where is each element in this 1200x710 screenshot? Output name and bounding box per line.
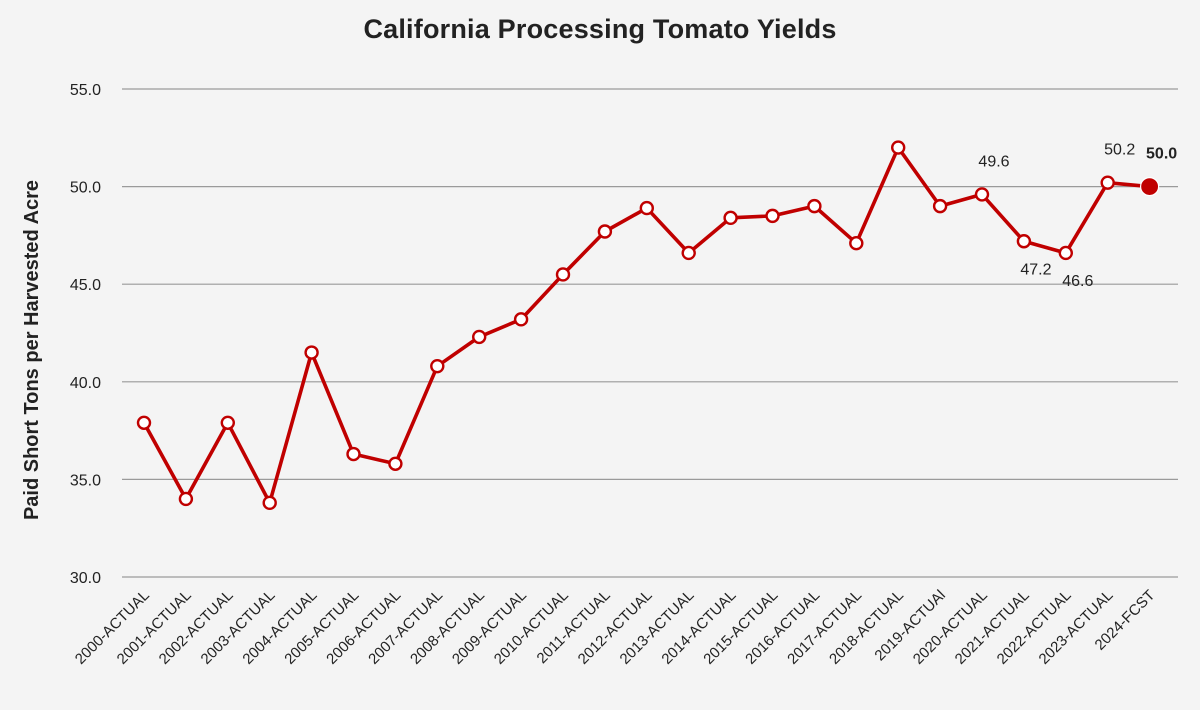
data-point xyxy=(807,198,822,214)
data-point xyxy=(1058,245,1074,261)
x-tick-label: 2007-ACTUAL xyxy=(365,587,446,668)
data-point xyxy=(597,224,613,239)
data-point xyxy=(262,495,277,511)
y-tick-labels: 30.0 35.0 40.0 45.0 50.0 55.0 xyxy=(70,82,101,587)
x-tick-label: 2022-ACTUAL xyxy=(994,587,1075,668)
x-tick-label: 2010-ACTUAL xyxy=(491,587,572,668)
data-labels: 49.6 47.2 46.6 50.2 50.0 xyxy=(978,142,1177,290)
x-tick-label: 2018-ACTUAL xyxy=(826,587,907,668)
data-point xyxy=(891,140,906,155)
x-tick-label: 2020-ACTUAL xyxy=(910,587,991,668)
y-tick-label: 55.0 xyxy=(70,82,101,99)
x-tick-label: 2008-ACTUAL xyxy=(407,587,488,668)
x-tick-label: 2015-ACTUAL xyxy=(700,587,781,668)
data-label: 50.0 xyxy=(1146,146,1177,163)
y-tick-label: 40.0 xyxy=(70,375,101,392)
x-tick-label: 2011-ACTUAL xyxy=(534,587,614,667)
x-tick-label: 2014-ACTUAL xyxy=(658,587,739,668)
data-label: 50.2 xyxy=(1104,142,1135,159)
data-label: 47.2 xyxy=(1020,261,1051,278)
data-point xyxy=(430,358,445,374)
x-tick-label: 2004-ACTUAL xyxy=(239,587,320,668)
data-point xyxy=(849,236,864,251)
gridlines xyxy=(122,88,1178,578)
series-line xyxy=(142,145,1152,505)
x-tick-label: 2003-ACTUAL xyxy=(198,587,279,668)
forecast-point xyxy=(1139,177,1160,197)
data-point xyxy=(765,208,780,224)
data-point xyxy=(388,456,403,471)
data-point xyxy=(974,187,990,202)
data-point xyxy=(220,415,236,430)
x-tick-label: 2016-ACTUAL xyxy=(742,587,823,668)
data-point xyxy=(513,312,529,327)
y-tick-label: 30.0 xyxy=(70,570,101,587)
data-points xyxy=(136,140,1160,511)
x-tick-label: 2021-ACTUAL xyxy=(952,587,1033,668)
data-point xyxy=(472,329,487,345)
data-point xyxy=(1016,234,1032,249)
data-point xyxy=(555,267,571,282)
data-label: 46.6 xyxy=(1062,273,1093,290)
data-point xyxy=(932,198,948,214)
data-point xyxy=(136,415,152,430)
x-tick-label: 2000-ACTUAL xyxy=(72,587,153,668)
x-tick-label: 2013-ACTUAL xyxy=(617,587,698,668)
x-tick-label: 2005-ACTUAL xyxy=(281,587,362,668)
data-point xyxy=(1100,175,1115,190)
y-tick-label: 50.0 xyxy=(70,180,101,197)
y-tick-label: 45.0 xyxy=(70,277,101,294)
data-point xyxy=(681,245,696,261)
data-label: 49.6 xyxy=(978,153,1009,170)
data-point xyxy=(178,491,194,507)
chart-title: California Processing Tomato Yields xyxy=(363,14,837,44)
x-tick-labels: 2000-ACTUAL2001-ACTUAL2002-ACTUAL2003-AC… xyxy=(72,587,1159,668)
data-point xyxy=(639,200,654,216)
x-tick-label: 2001-ACTUAL xyxy=(114,587,195,668)
y-tick-label: 35.0 xyxy=(70,472,101,489)
series-line-path xyxy=(142,145,1152,505)
x-tick-label: 2002-ACTUAL xyxy=(156,587,237,668)
y-axis-label: Paid Short Tons per Harvested Acre xyxy=(21,180,43,520)
data-point xyxy=(346,446,361,462)
x-tick-label: 2017-ACTUAL xyxy=(784,587,865,668)
x-tick-label: 2023-ACTUAL xyxy=(1036,587,1117,668)
data-point xyxy=(723,210,738,226)
x-tick-label: 2006-ACTUAL xyxy=(323,587,404,668)
data-point xyxy=(304,345,319,360)
x-tick-label: 2012-ACTUAL xyxy=(575,587,656,668)
x-tick-label: 2009-ACTUAL xyxy=(449,587,530,668)
